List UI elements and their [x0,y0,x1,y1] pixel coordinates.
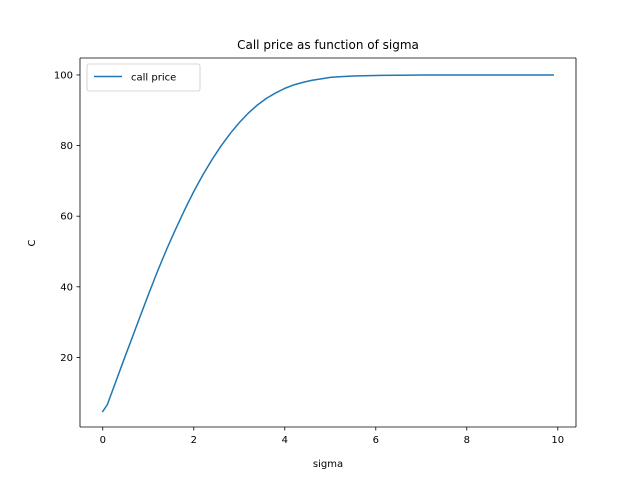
series-line-0 [101,74,554,413]
x-tick-label: 0 [100,435,106,446]
legend-label: call price [131,73,176,84]
y-tick-label: 100 [54,70,73,81]
y-tick-label: 40 [60,282,73,293]
y-tick-label: 80 [60,141,73,152]
x-tick-label: 4 [282,435,288,446]
x-tick-label: 6 [373,435,379,446]
x-tick-label: 2 [191,435,197,446]
y-axis-label: C [27,239,38,246]
chart-title: Call price as function of sigma [237,38,419,52]
legend-box [86,63,201,92]
y-tick-label: 20 [60,353,73,364]
x-tick-label: 8 [464,435,470,446]
x-axis-label: sigma [313,459,343,470]
y-tick-label: 60 [60,212,73,223]
x-tick-label: 10 [551,435,564,446]
plot-area: 0 2 4 6 8 10 20 40 60 80 100 call price [54,57,577,446]
